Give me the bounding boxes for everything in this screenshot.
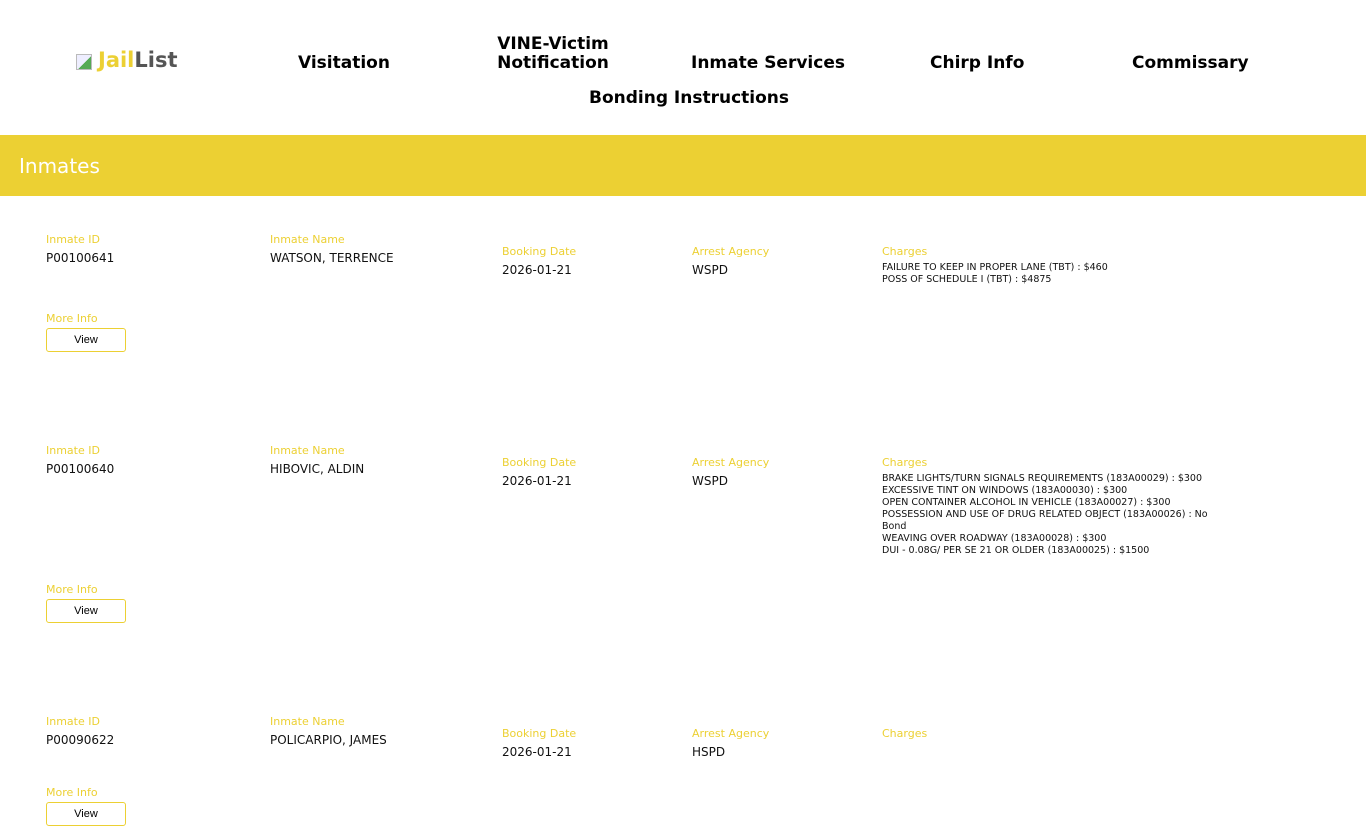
inmate-list: Inmate ID P00100641 Inmate Name WATSON, TE… bbox=[0, 196, 1366, 826]
charge-item: EXCESSIVE TINT ON WINDOWS (183A00030) : … bbox=[882, 485, 1128, 496]
inmate-name-label: Inmate Name bbox=[270, 233, 345, 246]
inmate-id: P00100641 bbox=[46, 251, 115, 265]
inmate-id-label: Inmate ID bbox=[46, 715, 100, 728]
view-button[interactable]: View bbox=[46, 802, 126, 826]
charge-item: DUI - 0.08G/ PER SE 21 OR OLDER (183A000… bbox=[882, 545, 1150, 556]
inmate-id-label: Inmate ID bbox=[46, 233, 100, 246]
charge-item: POSSESSION AND USE OF DRUG RELATED OBJEC… bbox=[882, 509, 1208, 532]
charges-label: Charges bbox=[882, 456, 928, 469]
inmate-record: Inmate ID P00090622 Inmate Name POLICARPIO… bbox=[0, 715, 1366, 826]
broken-image-icon bbox=[76, 54, 92, 70]
logo-text-jail: Jail bbox=[98, 48, 135, 72]
charge-item: BRAKE LIGHTS/TURN SIGNALS REQUIREMENTS (… bbox=[882, 473, 1203, 484]
arrest-agency-label: Arrest Agency bbox=[692, 456, 770, 469]
more-info-label: More Info bbox=[46, 583, 98, 596]
charges-label: Charges bbox=[882, 727, 928, 740]
charge-item: OPEN CONTAINER ALCOHOL IN VEHICLE (183A0… bbox=[882, 497, 1171, 508]
nav-vine[interactable]: VINE-Victim Notification bbox=[497, 34, 609, 73]
inmate-id-label: Inmate ID bbox=[46, 444, 100, 457]
booking-date-label: Booking Date bbox=[502, 727, 577, 740]
page-title: Inmates bbox=[0, 135, 1366, 196]
inmate-name: POLICARPIO, JAMES bbox=[270, 733, 387, 747]
logo[interactable]: Jail List bbox=[76, 48, 178, 72]
arrest-agency: WSPD bbox=[692, 474, 728, 488]
charge-item: FAILURE TO KEEP IN PROPER LANE (TBT) : $… bbox=[882, 262, 1108, 273]
header: Jail List Visitation VINE-Victim Notifica… bbox=[0, 0, 1366, 135]
inmate-id: P00090622 bbox=[46, 733, 115, 747]
booking-date: 2026-01-21 bbox=[502, 263, 572, 277]
booking-date-label: Booking Date bbox=[502, 456, 577, 469]
inmate-name: WATSON, TERRENCE bbox=[270, 251, 394, 265]
nav-chirp-info[interactable]: Chirp Info bbox=[930, 53, 1025, 73]
nav-commissary[interactable]: Commissary bbox=[1132, 53, 1249, 73]
inmate-record: Inmate ID P00100640 Inmate Name HIBOVIC, A… bbox=[0, 444, 1366, 623]
arrest-agency: HSPD bbox=[692, 745, 726, 759]
inmate-record: Inmate ID P00100641 Inmate Name WATSON, TE… bbox=[0, 233, 1366, 352]
nav-visitation[interactable]: Visitation bbox=[298, 53, 390, 73]
charges-label: Charges bbox=[882, 245, 928, 258]
arrest-agency: WSPD bbox=[692, 263, 728, 277]
more-info-label: More Info bbox=[46, 312, 98, 325]
view-button[interactable]: View bbox=[46, 328, 126, 352]
charges-list: FAILURE TO KEEP IN PROPER LANE (TBT) : $… bbox=[882, 262, 1232, 286]
charges-list: BRAKE LIGHTS/TURN SIGNALS REQUIREMENTS (… bbox=[882, 473, 1232, 557]
charge-item: WEAVING OVER ROADWAY (183A00028) : $300 bbox=[882, 533, 1107, 544]
view-button[interactable]: View bbox=[46, 599, 126, 623]
arrest-agency-label: Arrest Agency bbox=[692, 245, 770, 258]
charge-item: POSS OF SCHEDULE I (TBT) : $4875 bbox=[882, 274, 1052, 285]
booking-date: 2026-01-21 bbox=[502, 474, 572, 488]
inmate-name: HIBOVIC, ALDIN bbox=[270, 462, 365, 476]
nav-inmate-services[interactable]: Inmate Services bbox=[691, 53, 845, 73]
booking-date-label: Booking Date bbox=[502, 245, 577, 258]
more-info-label: More Info bbox=[46, 786, 98, 799]
arrest-agency-label: Arrest Agency bbox=[692, 727, 770, 740]
inmate-name-label: Inmate Name bbox=[270, 715, 345, 728]
inmate-name-label: Inmate Name bbox=[270, 444, 345, 457]
nav-bonding-instructions[interactable]: Bonding Instructions bbox=[589, 88, 790, 108]
booking-date: 2026-01-21 bbox=[502, 745, 572, 759]
inmate-id: P00100640 bbox=[46, 462, 115, 476]
logo-text-list: List bbox=[134, 48, 178, 72]
